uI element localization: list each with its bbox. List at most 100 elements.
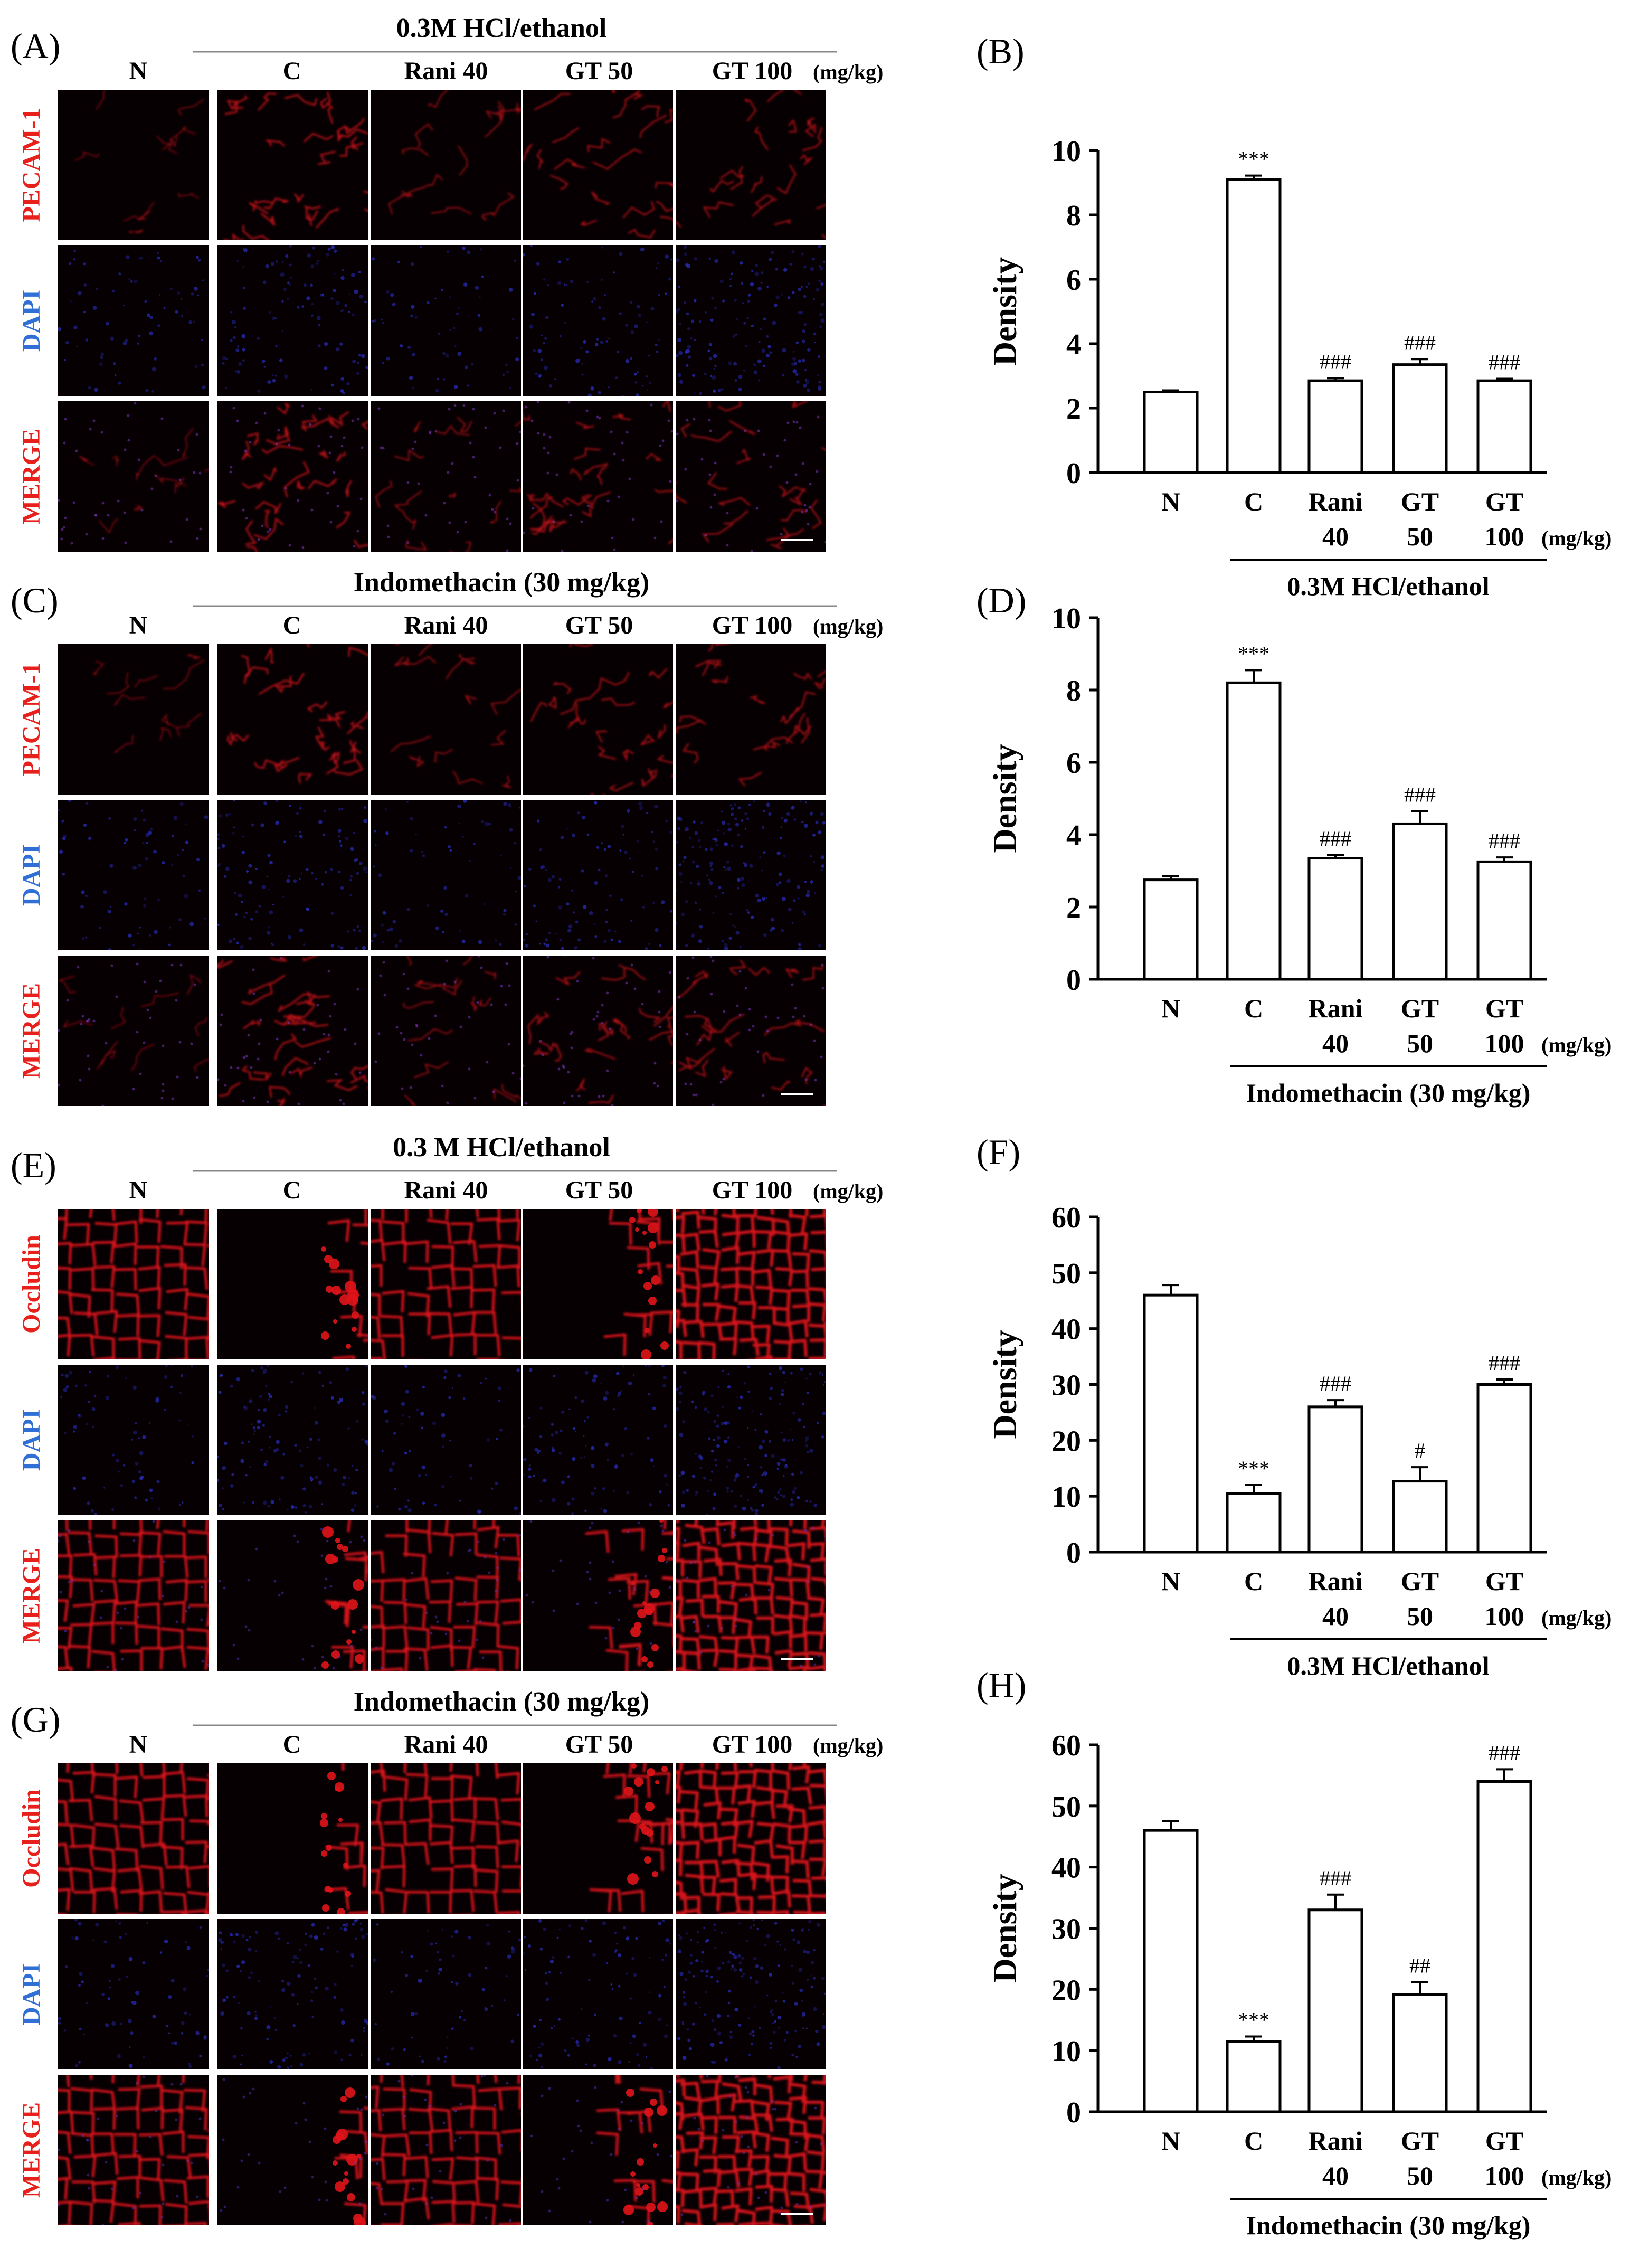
nucleus-dot (282, 1453, 285, 1456)
merge-dot (269, 528, 272, 531)
nucleus-dot (755, 1980, 759, 1984)
nucleus-dot (449, 1440, 451, 1442)
nucleus-dot (687, 1970, 691, 1974)
nucleus-dot (630, 330, 634, 334)
y-tick-label: 8 (1066, 200, 1081, 232)
merge-dot (693, 1621, 696, 1624)
nucleus-dot (761, 1491, 763, 1494)
nucleus-dot (202, 385, 206, 390)
nucleus-dot (248, 1976, 251, 1979)
micrograph-tile (371, 1763, 521, 1914)
nucleus-dot (226, 1969, 229, 1972)
nucleus-dot (206, 1974, 209, 1977)
merge-dot (585, 409, 589, 412)
micrograph-tile (58, 1365, 209, 1515)
nucleus-dot (627, 809, 630, 813)
nucleus-dot (716, 1444, 720, 1448)
y-tick-label: 8 (1066, 675, 1081, 707)
nucleus-dot (734, 2008, 738, 2012)
tile-background (217, 800, 368, 950)
nucleus-dot (586, 833, 590, 836)
nucleus-dot (439, 1958, 442, 1961)
nucleus-dot (605, 921, 608, 923)
stain-texture (371, 1365, 521, 1515)
nucleus-dot (698, 939, 702, 943)
nucleus-dot (577, 811, 580, 815)
nucleus-dot (805, 893, 810, 897)
merge-dot (86, 2139, 89, 2142)
nucleus-dot (741, 1975, 744, 1978)
merge-dot (567, 1071, 570, 1074)
tile-background (523, 2075, 673, 2225)
image-panel-g: (G) Indomethacin (30 mg/kg)N C Rani 40 GT 50… (11, 1687, 883, 2225)
nucleus-dot (751, 2030, 755, 2034)
merge-dot (525, 1102, 528, 1105)
merge-dot (179, 963, 183, 967)
nucleus-dot (76, 345, 78, 347)
merge-dot (587, 504, 590, 507)
merge-dot (516, 479, 519, 482)
nucleus-dot (309, 1476, 312, 1479)
merge-dot (64, 516, 67, 519)
stain-texture (58, 1763, 209, 1914)
nucleus-dot (499, 943, 502, 946)
nucleus-dot (713, 1439, 716, 1441)
nucleus-dot (554, 1431, 559, 1435)
nucleus-dot (799, 800, 802, 802)
nucleus-dot (754, 271, 759, 276)
occludin-spot (652, 1871, 658, 1877)
nucleus-dot (534, 1448, 538, 1452)
merge-dot (327, 970, 330, 973)
nucleus-dot (263, 1463, 267, 1467)
nucleus-dot (662, 1376, 667, 1380)
nucleus-dot (757, 359, 762, 364)
nucleus-dot (622, 834, 624, 836)
nucleus-dot (356, 925, 359, 928)
nucleus-dot (699, 1467, 702, 1469)
nucleus-dot (722, 1369, 724, 1372)
nucleus-dot (79, 2027, 82, 2031)
group-label: 0.3M HCl/ethanol (1287, 571, 1489, 601)
merge-dot (58, 1084, 60, 1087)
merge-dot (177, 449, 180, 452)
nucleus-dot (342, 269, 344, 271)
merge-dot (308, 2140, 311, 2143)
merge-dot (175, 2118, 178, 2121)
nucleus-dot (613, 2034, 617, 2038)
nucleus-dot (321, 1503, 323, 1505)
occludin-spot (333, 2160, 338, 2166)
micrograph-tile (371, 1365, 521, 1515)
nucleus-dot (677, 827, 680, 830)
nucleus-dot (348, 2053, 352, 2057)
nucleus-dot (575, 946, 578, 948)
nucleus-dot (171, 864, 173, 866)
nucleus-dot (781, 817, 784, 819)
nucleus-dot (810, 880, 813, 884)
nucleus-dot (734, 1504, 737, 1508)
nucleus-dot (714, 838, 718, 843)
nucleus-dot (441, 1433, 446, 1438)
tile-background (523, 1365, 673, 1515)
merge-dot (590, 2141, 593, 2144)
nucleus-dot (761, 1473, 764, 1476)
nucleus-dot (406, 908, 410, 911)
nucleus-dot (281, 1979, 285, 1983)
nucleus-dot (691, 846, 694, 848)
merge-dot (99, 1616, 102, 1619)
micrograph-tile (676, 245, 826, 396)
nucleus-dot (604, 1391, 609, 1395)
nucleus-dot (202, 279, 204, 281)
nucleus-dot (813, 1977, 816, 1980)
merge-dot (68, 1581, 71, 1584)
nucleus-dot (560, 1971, 562, 1974)
nucleus-dot (623, 850, 628, 854)
merge-dot (612, 1627, 615, 1630)
nucleus-dot (270, 942, 273, 944)
category-label: 100 (1485, 1601, 1524, 1631)
nucleus-dot (780, 1458, 783, 1461)
category-label: GT (1401, 487, 1439, 516)
nucleus-dot (729, 2031, 732, 2033)
nucleus-dot (140, 257, 143, 260)
merge-dot (406, 987, 410, 990)
merge-dot (621, 2220, 624, 2224)
